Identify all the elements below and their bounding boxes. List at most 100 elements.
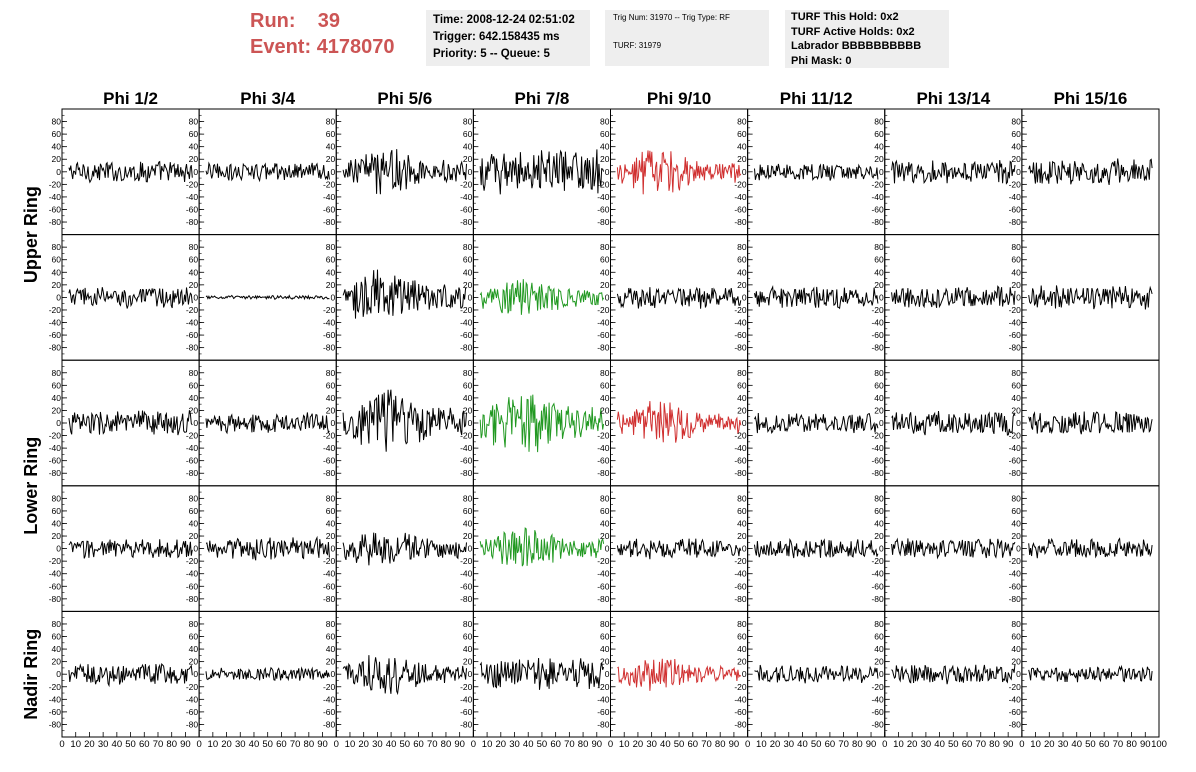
y-tick-label: 60 (737, 129, 747, 139)
y-tick-label: -20 (734, 179, 747, 189)
y-tick-label: -40 (597, 694, 610, 704)
waveform-trace (205, 535, 330, 561)
y-tick-label: 40 (1011, 518, 1021, 528)
y-tick-label: 80 (189, 493, 199, 503)
row-group-label: Lower Ring (21, 437, 41, 535)
y-tick-label: -20 (871, 682, 884, 692)
waveform-trace (754, 664, 879, 684)
y-tick-label: 20 (326, 405, 336, 415)
x-tick-label: 50 (262, 739, 273, 750)
y-tick-label: 20 (189, 531, 199, 541)
y-tick-label: 80 (874, 368, 884, 378)
panel-frame (335, 610, 474, 738)
y-tick-label: -80 (871, 217, 884, 227)
y-tick-label: 20 (1011, 154, 1021, 164)
y-tick-label: -80 (734, 217, 747, 227)
y-tick-label: -60 (323, 204, 336, 214)
y-tick-label: 60 (600, 506, 610, 516)
y-tick-label: -40 (734, 443, 747, 453)
y-tick-label: 0 (193, 669, 198, 679)
x-tick-label: 0 (471, 739, 476, 750)
y-tick-label: -20 (1009, 431, 1022, 441)
y-tick-label: 20 (874, 531, 884, 541)
x-tick-label: 20 (84, 739, 95, 750)
waveform-trace (68, 160, 193, 184)
y-tick-label: -40 (460, 569, 473, 579)
y-tick-label: -20 (186, 179, 199, 189)
y-tick-label: 40 (737, 267, 747, 277)
x-tick-label: 30 (921, 739, 932, 750)
trigger-text: Trigger: 642.158435 ms (433, 31, 560, 43)
y-tick-label: 0 (605, 167, 610, 177)
y-tick-label: -60 (323, 330, 336, 340)
x-tick-label: 10 (345, 739, 356, 750)
waveform-trace (616, 150, 742, 195)
y-tick-label: 80 (463, 493, 473, 503)
y-tick-label: 20 (463, 531, 473, 541)
y-tick-label: 20 (1011, 280, 1021, 290)
y-tick-label: 60 (874, 255, 884, 265)
y-tick-label: 0 (742, 544, 747, 554)
y-tick-label: 60 (52, 632, 62, 642)
y-tick-label: 60 (463, 506, 473, 516)
y-tick-label: -60 (1009, 456, 1022, 466)
y-tick-label: 60 (737, 380, 747, 390)
y-tick-label: 80 (1011, 493, 1021, 503)
y-tick-label: -80 (597, 594, 610, 604)
y-tick-label: -20 (323, 682, 336, 692)
y-tick-label: -80 (323, 217, 336, 227)
y-tick-label: -20 (49, 556, 62, 566)
y-tick-label: 20 (52, 280, 62, 290)
y-tick-label: 0 (468, 544, 473, 554)
y-tick-label: 60 (326, 632, 336, 642)
y-tick-label: -40 (323, 569, 336, 579)
y-tick-label: -20 (1009, 179, 1022, 189)
y-tick-label: 80 (189, 619, 199, 629)
column-title: Phi 11/12 (780, 89, 853, 108)
y-tick-label: -80 (323, 343, 336, 353)
turf-active-text: TURF Active Holds: 0x2 (791, 25, 915, 38)
y-tick-label: 20 (737, 280, 747, 290)
x-tick-label: 0 (59, 739, 64, 750)
y-tick-label: 0 (468, 167, 473, 177)
panel-frame (1021, 610, 1160, 738)
panel-frame (335, 485, 474, 612)
y-tick-label: -60 (49, 330, 62, 340)
y-tick-label: 60 (463, 255, 473, 265)
x-tick-label: 30 (372, 739, 383, 750)
y-tick-label: -60 (1009, 204, 1022, 214)
x-tick-label: 60 (550, 739, 561, 750)
x-tick-label: 40 (523, 739, 534, 750)
y-tick-label: 60 (874, 506, 884, 516)
waveform-trace (616, 401, 742, 443)
waveform-trace (479, 149, 605, 195)
run-event-panel: Run: 39 Event: 4178070 (250, 8, 420, 66)
y-tick-label: -60 (1009, 581, 1022, 591)
waveform-trace (479, 657, 605, 690)
x-tick-label: 90 (317, 739, 328, 750)
y-tick-label: 40 (600, 518, 610, 528)
run-line: Run: 39 (250, 10, 341, 32)
y-tick-label: 60 (874, 632, 884, 642)
y-tick-label: -40 (734, 318, 747, 328)
trig-num-text: Trig Num: 31970 -- Trig Type: RF (613, 13, 730, 22)
y-tick-label: 80 (737, 619, 747, 629)
row-group-label: Nadir Ring (21, 629, 41, 720)
y-tick-label: -60 (323, 581, 336, 591)
y-tick-label: 20 (737, 405, 747, 415)
y-tick-label: 80 (737, 368, 747, 378)
waveform-trace (891, 285, 1016, 309)
y-tick-label: 80 (52, 619, 62, 629)
y-tick-label: 40 (737, 518, 747, 528)
panel-frame (747, 359, 886, 487)
waveform-trace (479, 394, 605, 453)
y-tick-label: 20 (326, 657, 336, 667)
x-tick-label: 30 (783, 739, 794, 750)
y-tick-label: 40 (600, 644, 610, 654)
y-tick-label: -60 (460, 204, 473, 214)
y-tick-label: -40 (734, 694, 747, 704)
y-tick-label: -60 (49, 456, 62, 466)
y-tick-label: -20 (734, 431, 747, 441)
x-tick-label: 80 (578, 739, 589, 750)
y-tick-label: -20 (186, 305, 199, 315)
